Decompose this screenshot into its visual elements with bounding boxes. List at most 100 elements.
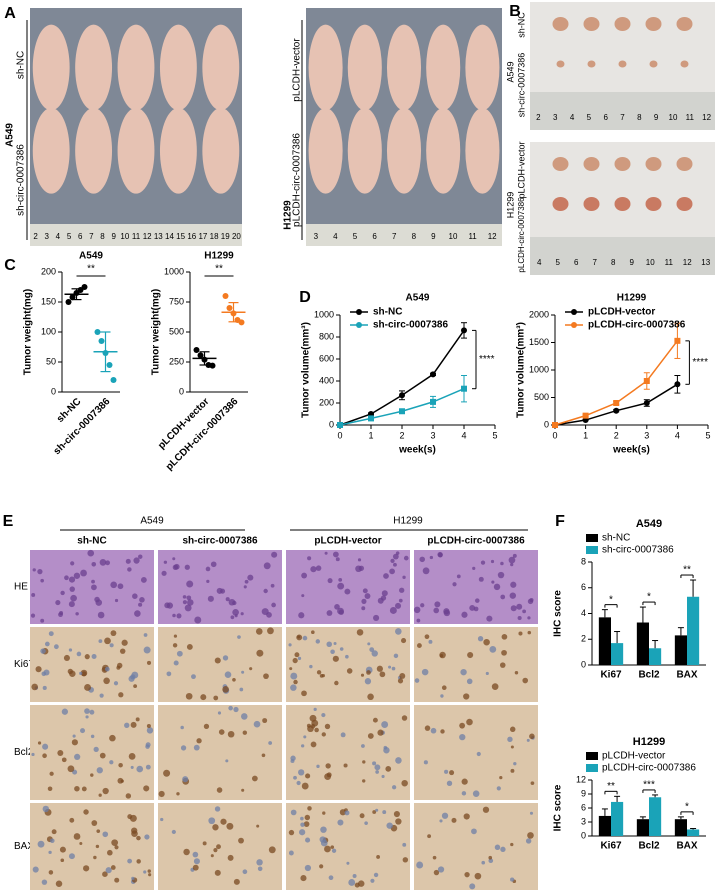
cell-nucleus xyxy=(43,669,50,676)
ruler-number: 11 xyxy=(686,113,695,122)
significance-label: ** xyxy=(87,264,95,275)
cell-nucleus xyxy=(382,810,387,815)
cell-nucleus xyxy=(471,828,477,835)
cell-nucleus xyxy=(217,711,222,715)
cell-nucleus xyxy=(143,633,148,637)
cell-nucleus xyxy=(240,713,248,720)
cell-nucleus xyxy=(233,706,239,713)
mouse xyxy=(465,24,500,111)
ruler-number: 6 xyxy=(78,232,83,241)
y-tick-label: 150 xyxy=(41,296,56,306)
ihc-image xyxy=(414,705,538,800)
group-label: sh-NC xyxy=(516,12,526,38)
cell-nucleus xyxy=(372,717,378,723)
cell-nucleus xyxy=(490,559,495,564)
cell-nucleus xyxy=(379,671,386,678)
cell-nucleus xyxy=(310,566,317,573)
cell-nucleus xyxy=(401,715,408,721)
cell-nucleus xyxy=(510,745,514,749)
ruler-number: 7 xyxy=(593,258,598,267)
cell-nucleus xyxy=(80,669,88,677)
cell-nucleus xyxy=(526,738,530,742)
cell-nucleus xyxy=(91,561,97,567)
x-tick-label: BAX xyxy=(676,841,697,852)
ruler-number: 5 xyxy=(556,258,561,267)
ruler-number: 9 xyxy=(630,258,635,267)
mouse xyxy=(75,107,113,194)
cell-nucleus xyxy=(93,855,97,860)
cell-nucleus xyxy=(186,595,192,601)
significance-label: *** xyxy=(643,780,655,791)
cell-nucleus xyxy=(263,673,269,680)
cell-nucleus xyxy=(395,818,402,825)
cell-nucleus xyxy=(176,613,182,619)
cell-nucleus xyxy=(109,760,114,765)
cell-nucleus xyxy=(385,766,392,772)
cell-nucleus xyxy=(514,670,519,675)
cell-nucleus xyxy=(416,618,421,623)
mouse xyxy=(202,24,240,111)
data-point xyxy=(368,415,374,422)
data-point xyxy=(552,422,558,428)
y-tick-label: 800 xyxy=(319,331,334,341)
cell-nucleus xyxy=(110,630,117,637)
cell-nucleus xyxy=(98,793,102,797)
cell-nucleus xyxy=(135,717,140,722)
cell-line-label: H1299 xyxy=(283,200,294,230)
ruler-number: 14 xyxy=(165,232,174,241)
cell-nucleus xyxy=(305,773,311,779)
cell-nucleus xyxy=(359,813,365,819)
cell-line-label: H1299 xyxy=(505,192,515,219)
legend-marker xyxy=(571,322,577,328)
ruler-number: 10 xyxy=(646,258,655,267)
ruler-number: 9 xyxy=(431,232,436,241)
cell-nucleus xyxy=(485,671,489,676)
tumor xyxy=(552,157,569,171)
cell-nucleus xyxy=(362,588,368,594)
data-point xyxy=(102,350,109,356)
data-point xyxy=(106,362,113,368)
bar xyxy=(636,622,649,665)
cell-nucleus xyxy=(522,609,527,614)
cell-line-label: A549 xyxy=(5,123,16,147)
cell-nucleus xyxy=(147,869,151,873)
data-point xyxy=(399,392,405,399)
ruler-number: 8 xyxy=(611,258,616,267)
ruler-number: 6 xyxy=(372,232,377,241)
cell-nucleus xyxy=(428,639,433,644)
cell-nucleus xyxy=(230,615,235,620)
data-point xyxy=(613,407,620,414)
cell-nucleus xyxy=(40,578,44,583)
data-point xyxy=(201,356,208,363)
cell-nucleus xyxy=(48,631,54,637)
ruler xyxy=(530,92,715,130)
cell-nucleus xyxy=(510,563,514,567)
cell-nucleus xyxy=(68,601,75,608)
column-label: pLCDH-circ-0007386 xyxy=(427,536,525,547)
cell-nucleus xyxy=(402,575,406,579)
cell-nucleus xyxy=(143,870,147,874)
cell-nucleus xyxy=(91,579,95,584)
mouse xyxy=(32,24,70,111)
cell-nucleus xyxy=(83,809,89,815)
y-tick-label: 100 xyxy=(41,326,56,336)
bar xyxy=(598,617,611,665)
cell-nucleus xyxy=(469,883,476,890)
cell-nucleus xyxy=(461,611,468,618)
cell-nucleus xyxy=(114,877,120,883)
cell-nucleus xyxy=(476,751,481,757)
panel-letter: D xyxy=(299,289,311,306)
ruler xyxy=(530,237,715,275)
tumor xyxy=(583,17,600,31)
cell-nucleus xyxy=(527,616,531,620)
cell-nucleus xyxy=(478,576,484,582)
cell-nucleus xyxy=(48,850,52,855)
tumor xyxy=(680,60,689,68)
cell-nucleus xyxy=(324,773,332,781)
ruler-number: 4 xyxy=(537,258,542,267)
cell-nucleus xyxy=(73,833,81,840)
cell-nucleus xyxy=(222,686,229,693)
cell-nucleus xyxy=(332,551,339,558)
cell-nucleus xyxy=(146,660,152,665)
cell-nucleus xyxy=(107,849,113,856)
